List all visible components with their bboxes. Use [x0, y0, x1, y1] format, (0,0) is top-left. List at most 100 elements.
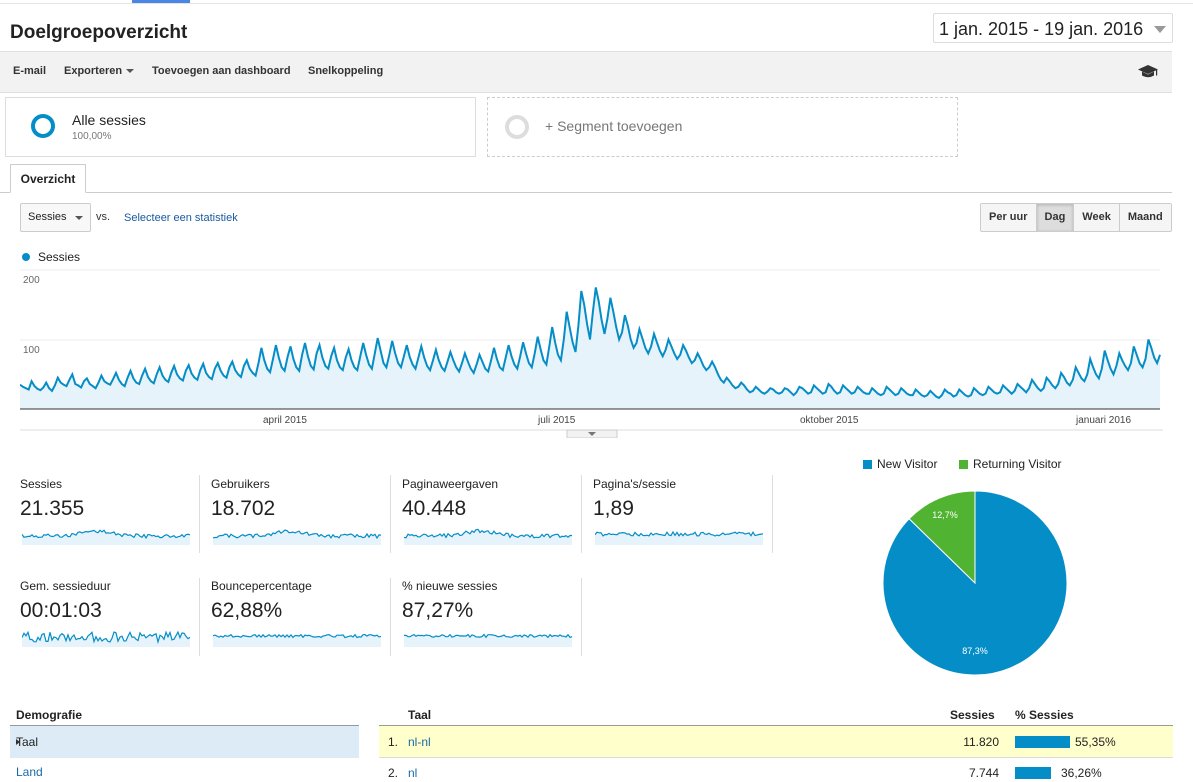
metric-value: 40.448 [402, 497, 467, 520]
sessions-area [20, 287, 1160, 409]
row-pct-bar [1015, 736, 1071, 748]
metric-label: Gem. sessieduur [20, 579, 111, 593]
row-pct-bar [1015, 767, 1052, 779]
chevron-down-icon [1154, 26, 1166, 33]
table-row: 1. nl-nl 11.820 55,35% [379, 726, 1173, 758]
table-header-pct-sessions[interactable]: % Sessies [1015, 708, 1074, 722]
pie-label-returning: 12,7% [932, 510, 958, 520]
sparkline-line [404, 633, 573, 639]
metric-sparkline [404, 633, 573, 647]
segment-percent: 100,00% [72, 131, 112, 142]
top-accent-line [132, 0, 190, 3]
demographics-item-language[interactable]: Taal [10, 726, 359, 758]
row-index: 1. [388, 735, 399, 749]
sparkline-line [404, 528, 572, 539]
table-header-sessions[interactable]: Sessies [950, 708, 995, 722]
metric-select-value: Sessies [28, 211, 67, 223]
select-metric-link[interactable]: Selecteer een statistiek [124, 212, 238, 224]
pie-legend-new: New Visitor [863, 457, 937, 471]
row-pct: 36,26% [1061, 766, 1102, 780]
sparkline-area [404, 529, 572, 545]
legend-returning-visitor: Returning Visitor [973, 457, 1062, 471]
metric-sparkline [213, 633, 382, 647]
row-language-link[interactable]: nl [408, 766, 418, 780]
metric-divider [199, 475, 200, 553]
metric-label: % nieuwe sessies [402, 579, 498, 593]
report-toolbar: E-mail Exporteren Toevoegen aan dashboar… [0, 51, 1172, 93]
metric-value: 18.702 [211, 497, 276, 520]
segment-label: Alle sessies [72, 112, 146, 128]
demographics-item-country[interactable]: Land [16, 765, 43, 779]
row-pct: 55,35% [1075, 735, 1116, 749]
x-label-january: januari 2016 [1075, 415, 1131, 426]
vs-label: vs. [96, 211, 111, 223]
table-row: 2. nl 7.744 36,26% [379, 758, 1173, 782]
granularity-week[interactable]: Week [1074, 204, 1120, 231]
sparkline-area [213, 530, 381, 545]
export-button[interactable]: Exporteren [64, 65, 135, 77]
email-button[interactable]: E-mail [13, 65, 47, 77]
x-label-april: april 2015 [263, 415, 307, 426]
metric-divider [390, 578, 391, 656]
y-tick-100: 100 [23, 345, 40, 356]
legend-square-icon [959, 460, 968, 469]
sessions-line-chart: 200 100 april 2015 juli 2015 oktober 201… [20, 269, 1163, 438]
granularity-switch: Per uur Dag Week Maand [980, 203, 1172, 232]
metric-sparkline [22, 630, 191, 647]
add-to-dashboard-button[interactable]: Toevoegen aan dashboard [152, 65, 291, 77]
demographics-item-label: Taal [16, 735, 39, 749]
granularity-month[interactable]: Maand [1119, 204, 1171, 231]
metric-label: Bouncepercentage [211, 579, 312, 593]
chevron-down-icon [126, 69, 135, 74]
sparkline-area [595, 532, 763, 545]
export-label: Exporteren [64, 65, 123, 77]
granularity-day[interactable]: Dag [1036, 204, 1075, 231]
metric-sparkline [213, 529, 382, 545]
chart-collapse-handle[interactable] [566, 429, 618, 438]
x-label-july: juli 2015 [537, 415, 576, 426]
chevron-right-icon [16, 739, 20, 745]
sparkline-line [22, 529, 191, 540]
metric-value: 87,27% [402, 599, 474, 622]
date-range-picker[interactable]: 1 jan. 2015 - 19 jan. 2016 [933, 13, 1173, 43]
demographics-header: Demografie [16, 708, 83, 722]
pie-legend-returning: Returning Visitor [959, 457, 1062, 471]
legend-square-icon [863, 460, 872, 469]
metric-sparkline [22, 529, 191, 545]
tab-overview[interactable]: Overzicht [10, 164, 86, 193]
metric-select[interactable]: Sessies [20, 203, 91, 232]
table-header-language: Taal [408, 708, 432, 722]
row-language-link[interactable]: nl-nl [408, 735, 431, 749]
graduation-cap-icon[interactable] [1138, 65, 1158, 79]
legend-sessions: Sessies [38, 250, 81, 264]
chevron-down-icon [588, 432, 596, 436]
metric-label: Sessies [20, 477, 63, 491]
segment-all-sessions[interactable]: Alle sessies 100,00% [5, 97, 476, 157]
row-sessions: 7.744 [968, 766, 999, 780]
sparkline-line [213, 529, 382, 540]
add-segment-button[interactable]: + Segment toevoegen [487, 97, 958, 157]
tab-bar-line [0, 192, 1172, 193]
add-segment-label: + Segment toevoegen [545, 118, 683, 134]
chevron-down-icon [75, 216, 83, 220]
metric-value: 1,89 [593, 497, 634, 520]
sparkline-line [22, 630, 191, 645]
metric-divider [772, 475, 773, 553]
metric-divider [390, 475, 391, 553]
visitor-pie-chart: 87,3% 12,7% [882, 490, 1068, 676]
page-title: Doelgroepoverzicht [10, 22, 188, 43]
granularity-hourly[interactable]: Per uur [981, 204, 1037, 231]
sparkline-area [22, 530, 190, 545]
table-header-line [379, 725, 1173, 726]
row-sessions: 11.820 [963, 735, 999, 749]
pie-slice-returning-visitor[interactable] [908, 490, 976, 585]
metric-label: Paginaweergaven [402, 477, 499, 491]
top-border [0, 3, 1193, 4]
demographics-header-line [10, 725, 359, 726]
metric-divider [581, 578, 582, 656]
legend-dot [22, 253, 30, 261]
legend-new-visitor: New Visitor [877, 457, 938, 471]
shortcut-button[interactable]: Snelkoppeling [308, 65, 384, 77]
metric-value: 21.355 [20, 497, 85, 520]
segment-ring-empty-icon [505, 115, 529, 139]
